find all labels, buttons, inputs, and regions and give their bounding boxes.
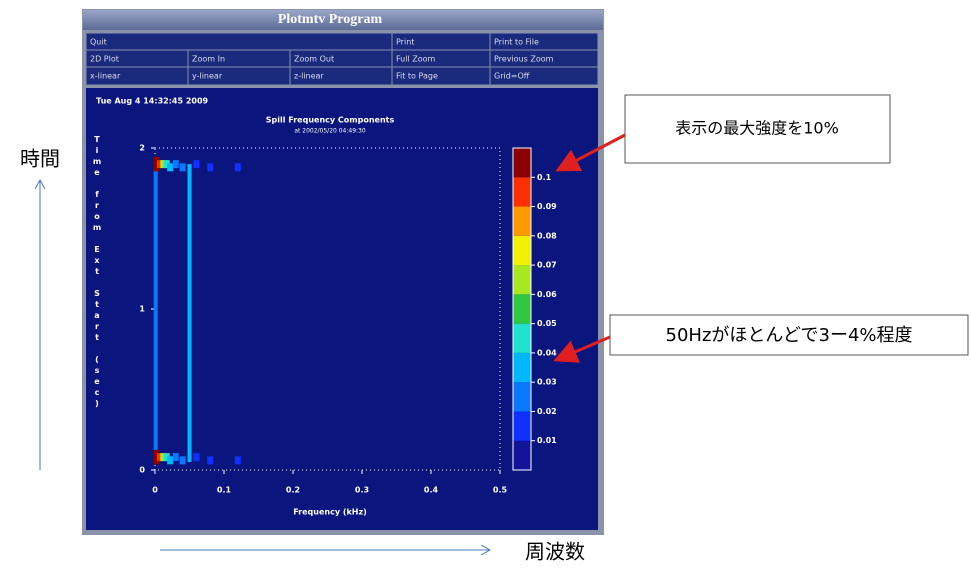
x-tick-label: 0 [152,486,158,495]
colorbar-segment [513,236,531,265]
heat-cell [167,163,173,171]
menu-item[interactable]: Zoom In [192,55,225,64]
heat-cell [167,456,173,464]
menu-item[interactable]: Print to File [494,38,539,47]
colorbar-label: 0.09 [537,202,557,211]
heat-cell [193,453,199,461]
menu-item[interactable]: Fit to Page [396,72,438,81]
colorbar-label: 0.1 [537,173,552,182]
x-tick-label: 0.1 [217,486,232,495]
screen: Plotmtv Program Quit Print Print to File… [0,0,971,567]
colorbar-segment [513,294,531,323]
heat-band [154,164,158,462]
annotation: 周波数 [525,540,585,564]
colorbar-label: 0.06 [537,290,557,299]
colorbar-segment [513,382,531,411]
colorbar-segment [513,353,531,382]
colorbar-segment [513,207,531,236]
x-tick-label: 0.2 [286,486,300,495]
menu-item[interactable]: Zoom Out [294,55,334,64]
plot-date: Tue Aug 4 14:32:45 2009 [96,97,209,106]
colorbar-label: 0.07 [537,261,557,270]
menu-item[interactable]: z-linear [294,72,324,81]
menu-item[interactable]: Previous Zoom [494,55,554,64]
menu-item[interactable]: x-linear [90,72,121,81]
colorbar-segment [513,177,531,206]
annotation: 時間 [20,147,60,171]
menu-item[interactable]: Quit [90,38,107,47]
heat-band [188,164,192,462]
page: Plotmtv Program Quit Print Print to File… [0,0,971,567]
colorbar-label: 0.03 [537,378,557,387]
colorbar-segment [513,441,531,470]
heat-cell [235,456,241,464]
colorbar-segment [513,324,531,353]
heat-cell [173,160,179,168]
colorbar-label: 0.01 [537,436,557,445]
colorbar-segment [513,148,531,177]
heat-cell [207,456,213,464]
y-tick-label: 0 [139,466,145,475]
x-tick-label: 0.5 [493,486,508,495]
colorbar-label: 0.05 [537,319,557,328]
window-title: Plotmtv Program [278,12,383,27]
heat-cell [173,453,179,461]
colorbar-label: 0.04 [537,348,557,357]
heat-cell [207,163,213,171]
plot-subtitle: at 2002/05/20 04:49:30 [294,128,366,135]
menu-item[interactable]: Full Zoom [396,55,435,64]
colorbar-label: 0.02 [537,407,557,416]
callout: 50Hzがほとんどで3ー4%程度 [666,325,913,346]
y-tick-label: 1 [139,305,145,314]
menu-item[interactable]: Grid=Off [494,72,530,81]
colorbar-segment [513,265,531,294]
y-axis-label: Time from Ext Start (sec) [93,135,102,410]
heat-cell [235,163,241,171]
plot-title: Spill Frequency Components [266,116,395,125]
x-tick-label: 0.4 [424,486,439,495]
y-tick-label: 2 [139,144,145,153]
colorbar-segment [513,411,531,440]
colorbar-label: 0.08 [537,231,557,240]
heat-cell [180,456,186,464]
menu-item[interactable]: Print [396,38,414,47]
x-tick-label: 0.3 [355,486,369,495]
menu-item[interactable]: y-linear [192,72,223,81]
menu-item[interactable]: 2D Plot [90,55,119,64]
x-axis-label: Frequency (kHz) [293,508,367,517]
callout: 表示の最大強度を10% [675,119,839,138]
heat-cell [180,163,186,171]
heat-cell [193,160,199,168]
